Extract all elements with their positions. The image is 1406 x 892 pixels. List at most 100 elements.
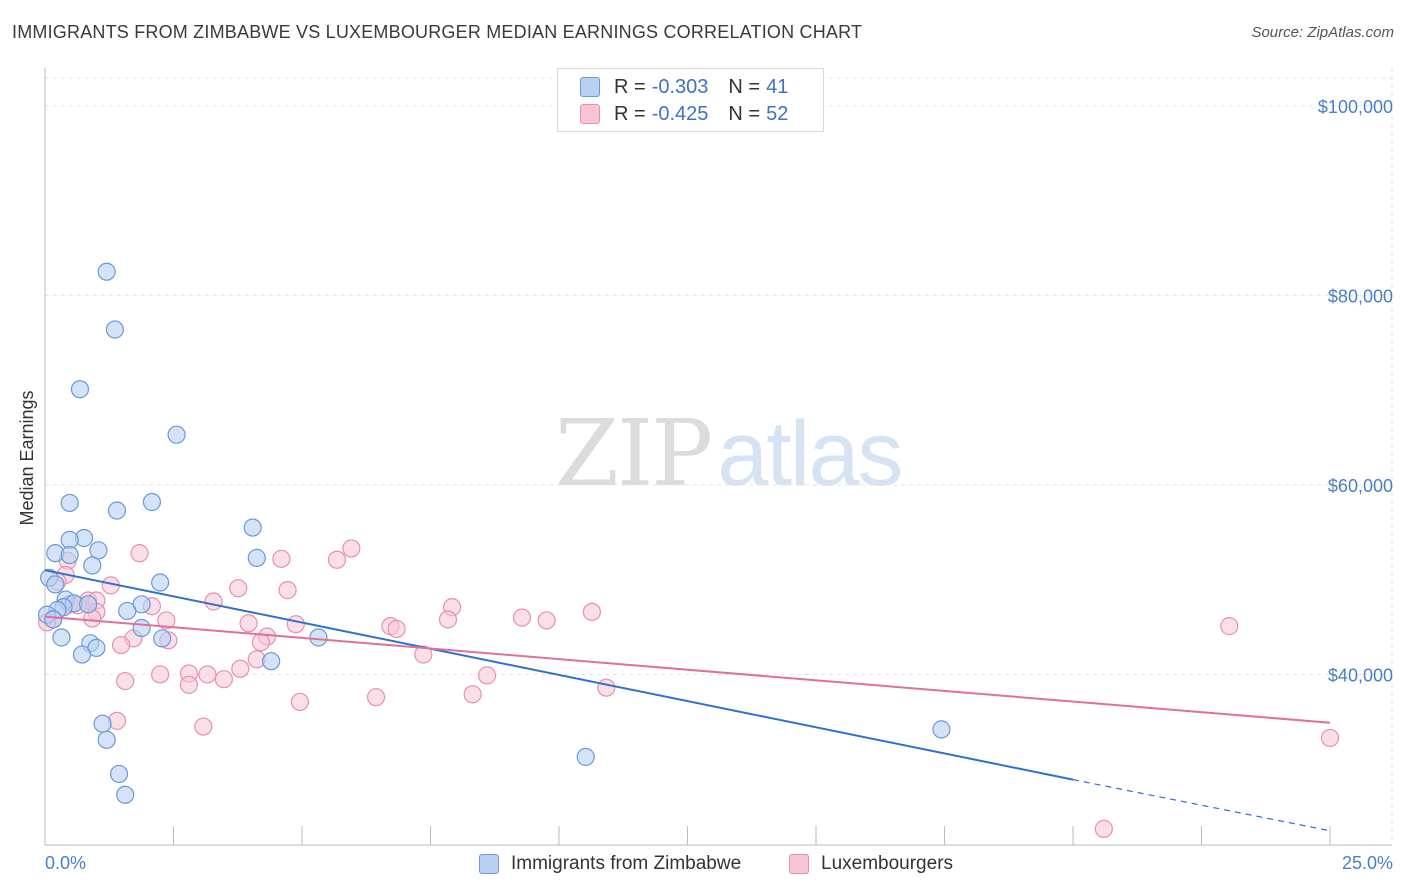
luxembourgers-point bbox=[327, 550, 347, 569]
watermark-atlas: atlas bbox=[717, 403, 903, 505]
luxembourgers-point bbox=[1094, 819, 1113, 838]
legend-n-label: N = bbox=[728, 102, 761, 125]
luxembourgers-point bbox=[537, 611, 556, 630]
luxembourgers-point bbox=[414, 645, 433, 664]
zimbabwe-point bbox=[93, 714, 112, 733]
zimbabwe-point bbox=[72, 645, 92, 664]
luxembourgers-point bbox=[387, 619, 406, 639]
luxembourgers-point bbox=[438, 610, 458, 629]
zimbabwe-point bbox=[70, 380, 90, 399]
zimbabwe-point bbox=[109, 764, 129, 784]
luxembourgers-point bbox=[204, 592, 223, 611]
zimbabwe-point bbox=[247, 548, 266, 567]
luxembourgers-point bbox=[179, 675, 199, 694]
x-tick-label-1: 25.0% bbox=[1342, 853, 1393, 873]
luxembourgers-point bbox=[231, 659, 250, 678]
trend-lines bbox=[44, 569, 1331, 832]
luxembourgers-point bbox=[278, 581, 297, 600]
zimbabwe-point bbox=[167, 425, 186, 444]
zimbabwe-point bbox=[97, 262, 116, 281]
luxembourgers-point bbox=[342, 539, 361, 558]
luxembourgers-trend-line bbox=[44, 615, 1331, 724]
luxembourgers-point bbox=[116, 671, 135, 691]
zimbabwe-point bbox=[153, 629, 172, 648]
legend-r-value-luxembourgers: -0.425 bbox=[651, 102, 709, 125]
y-tick-label-2: $80,000 bbox=[1328, 286, 1393, 306]
luxembourgers-point bbox=[198, 665, 217, 684]
zimbabwe-point bbox=[60, 530, 79, 549]
zimbabwe-point bbox=[97, 730, 116, 749]
bottom-legend-label-zimbabwe: Immigrants from Zimbabwe bbox=[511, 853, 742, 874]
luxembourgers-point bbox=[272, 549, 291, 568]
zimbabwe-point bbox=[60, 493, 79, 513]
watermark: ZIPatlas bbox=[555, 400, 904, 507]
zimbabwe-point bbox=[105, 320, 125, 339]
zimbabwe-point bbox=[243, 518, 262, 537]
luxembourgers-point bbox=[251, 633, 270, 652]
luxembourgers-point bbox=[157, 611, 176, 630]
legend-r-label: R = bbox=[614, 75, 646, 98]
luxembourgers-point bbox=[512, 608, 532, 627]
zimbabwe-point bbox=[107, 501, 127, 520]
luxembourgers-point bbox=[239, 614, 258, 633]
zimbabwe-point bbox=[262, 652, 281, 671]
chart-title: IMMIGRANTS FROM ZIMBABWE VS LUXEMBOURGER… bbox=[12, 22, 863, 42]
bottom-legend-label-luxembourgers: Luxembourgers bbox=[821, 853, 954, 874]
zimbabwe-point bbox=[142, 492, 162, 512]
luxembourgers-point bbox=[463, 685, 482, 704]
zimbabwe-point bbox=[44, 610, 63, 629]
grid-lines bbox=[45, 68, 1393, 845]
zimbabwe-point bbox=[89, 541, 108, 560]
bottom-swatch-luxembourgers bbox=[789, 854, 809, 874]
luxembourgers-point bbox=[597, 678, 616, 697]
y-tick-label-0: $40,000 bbox=[1328, 665, 1393, 685]
y-axis-label: Median Earnings bbox=[17, 390, 37, 525]
zimbabwe-point bbox=[79, 595, 98, 614]
legend-row-zimbabwe: R = -0.303 N = 41 bbox=[580, 75, 788, 99]
luxembourgers-point bbox=[582, 602, 601, 622]
zimbabwe-point bbox=[932, 720, 951, 739]
bottom-swatch-zimbabwe bbox=[479, 854, 499, 874]
zimbabwe-point bbox=[576, 747, 595, 766]
luxembourgers-point bbox=[214, 670, 233, 689]
luxembourgers-point bbox=[130, 544, 149, 563]
zimbabwe-point bbox=[83, 556, 102, 575]
luxembourgers-point bbox=[111, 635, 131, 655]
legend-row-luxembourgers: R = -0.425 N = 52 bbox=[580, 102, 788, 126]
axes bbox=[44, 68, 1392, 846]
bottom-legend-luxembourgers: Luxembourgers bbox=[789, 852, 953, 876]
luxembourgers-point bbox=[151, 665, 170, 684]
zimbabwe-trend-extension bbox=[1072, 779, 1331, 832]
watermark-zip: ZIP bbox=[555, 400, 713, 507]
luxembourgers-point bbox=[1220, 617, 1239, 636]
zimbabwe-point bbox=[151, 573, 170, 592]
legend-r-value-zimbabwe: -0.303 bbox=[651, 75, 709, 98]
y-tick-label-3: $100,000 bbox=[1318, 97, 1393, 117]
zimbabwe-point bbox=[46, 575, 65, 594]
stats-legend: R = -0.303 N = 41 R = -0.425 N = 52 bbox=[557, 68, 824, 132]
luxembourgers-point bbox=[290, 692, 310, 712]
x-tick-labels: 0.0% 25.0% bbox=[45, 853, 1393, 873]
luxembourgers-point bbox=[194, 717, 213, 736]
zimbabwe-point bbox=[118, 601, 137, 621]
legend-n-value-zimbabwe: 41 bbox=[766, 75, 789, 98]
zimbabwe-points bbox=[37, 262, 951, 804]
zimbabwe-point bbox=[309, 628, 328, 647]
luxembourgers-point bbox=[229, 579, 248, 598]
legend-r-label: R = bbox=[614, 102, 646, 125]
luxembourgers-point bbox=[286, 615, 305, 634]
y-tick-label-1: $60,000 bbox=[1328, 476, 1393, 496]
y-tick-labels: $40,000 $60,000 $80,000 $100,000 bbox=[1318, 97, 1393, 686]
zimbabwe-trend-line bbox=[44, 569, 1074, 781]
zimbabwe-point bbox=[116, 785, 135, 804]
bottom-legend-zimbabwe: Immigrants from Zimbabwe bbox=[479, 852, 741, 876]
luxembourgers-point bbox=[1320, 728, 1340, 748]
legend-n-label: N = bbox=[728, 75, 761, 98]
zimbabwe-point bbox=[60, 545, 79, 565]
legend-n-value-luxembourgers: 52 bbox=[766, 102, 789, 125]
x-tick-label-0: 0.0% bbox=[45, 853, 86, 873]
source-label: Source: ZipAtlas.com bbox=[1251, 24, 1394, 41]
legend-swatch-zimbabwe bbox=[580, 77, 600, 97]
luxembourgers-point bbox=[477, 666, 497, 685]
